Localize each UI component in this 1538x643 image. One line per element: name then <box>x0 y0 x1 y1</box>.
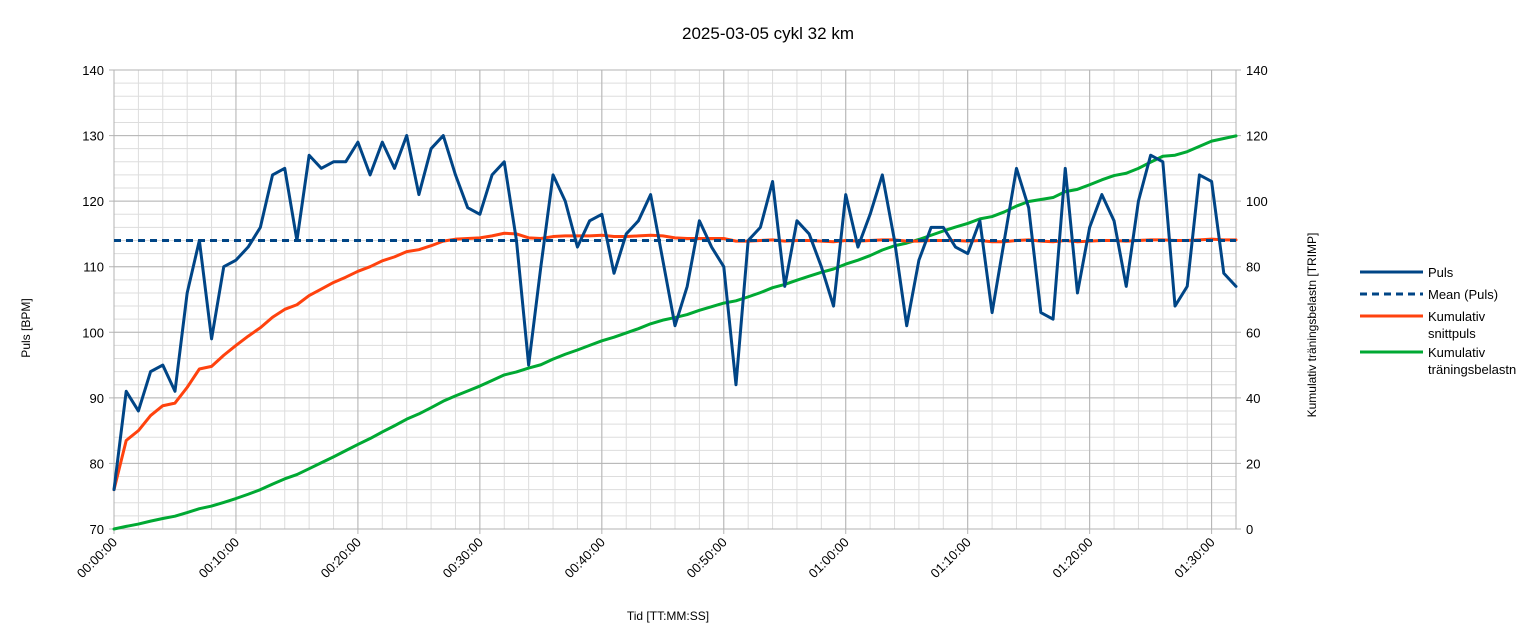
x-tick-label: 01:00:00 <box>805 535 851 581</box>
left-tick-label: 80 <box>90 456 104 471</box>
left-tick-label: 100 <box>82 325 104 340</box>
x-axis-ticks: 00:00:00 00:10:00 00:20:00 00:30:00 00:40:00… <box>74 535 1218 581</box>
x-tick-label: 00:40:00 <box>562 535 608 581</box>
left-tick-label: 110 <box>83 260 104 275</box>
legend-label-line: träningsbelastn <box>1428 362 1516 377</box>
right-tick-label: 60 <box>1246 325 1260 340</box>
legend-label-0: Puls <box>1428 265 1454 280</box>
legend-label-2: Kumulativ snittpuls <box>1428 309 1486 341</box>
legend-label-line: snittpuls <box>1428 326 1476 341</box>
chart-title: 2025-03-05 cykl 32 km <box>682 24 854 43</box>
left-tick-label: 140 <box>82 63 104 78</box>
y-axis-right-label: Kumulativ träningsbelastn [TRIMP] <box>1305 233 1319 418</box>
right-tick-label: 80 <box>1246 260 1260 275</box>
right-tick-label: 40 <box>1246 391 1260 406</box>
left-tick-label: 130 <box>82 129 104 144</box>
x-tick-label: 00:10:00 <box>196 535 242 581</box>
right-tick-label: 0 <box>1246 522 1253 537</box>
right-tick-label: 100 <box>1246 194 1268 209</box>
x-tick-label: 01:10:00 <box>927 535 973 581</box>
series-line-2 <box>112 231 1238 492</box>
left-axis-ticks: 70 80 90 100 110 120 130 140 <box>82 63 104 537</box>
minor-gridlines <box>113 69 1237 530</box>
x-tick-label: 00:50:00 <box>684 535 730 581</box>
left-tick-label: 120 <box>82 194 104 209</box>
x-tick-label: 01:20:00 <box>1049 535 1095 581</box>
legend-label-line: Kumulativ <box>1428 309 1486 324</box>
legend-label-1: Mean (Puls) <box>1428 287 1498 302</box>
x-axis-label: Tid [TT:MM:SS] <box>627 609 709 623</box>
left-tick-label: 90 <box>90 391 104 406</box>
right-axis-ticks: 0 20 40 60 80 100 120 140 <box>1246 63 1268 537</box>
series-line-0 <box>112 134 1238 492</box>
x-tick-label: 01:30:00 <box>1171 535 1217 581</box>
x-tick-label: 00:20:00 <box>318 535 364 581</box>
legend-label-line: Kumulativ <box>1428 345 1486 360</box>
y-axis-left-label: Puls [BPM] <box>19 298 33 357</box>
x-tick-label: 00:00:00 <box>74 535 120 581</box>
right-tick-label: 140 <box>1246 63 1268 78</box>
major-gridlines <box>109 69 1241 534</box>
x-tick-label: 00:30:00 <box>440 535 486 581</box>
left-tick-label: 70 <box>90 522 104 537</box>
series-layer <box>112 134 1238 531</box>
legend-label-3: Kumulativ träningsbelastn <box>1428 345 1516 377</box>
right-tick-label: 20 <box>1246 456 1260 471</box>
right-tick-label: 120 <box>1246 129 1268 144</box>
